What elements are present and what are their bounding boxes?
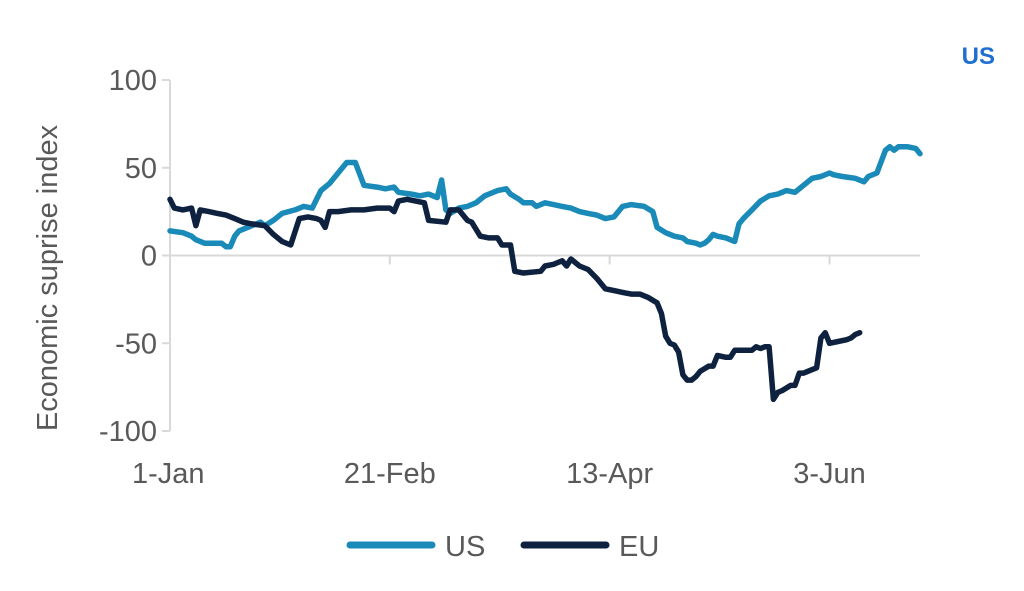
y-tick-label: 0 — [141, 241, 157, 273]
y-tick-label: -100 — [99, 416, 157, 448]
plot-lines — [167, 143, 923, 403]
y-axis-title: Economic suprise index — [32, 124, 64, 431]
x-tick-label: 21-Feb — [344, 458, 436, 490]
legend-label-eu: EU — [619, 531, 659, 563]
y-tick-label: 50 — [125, 153, 157, 185]
y-tick-label: -50 — [115, 328, 157, 360]
legend-label-us: US — [445, 531, 485, 563]
x-tick-label: 3-Jun — [793, 458, 866, 490]
y-tick-label: 100 — [109, 65, 157, 97]
axes — [162, 79, 920, 432]
x-tick-labels: 1-Jan 21-Feb 13-Apr 3-Jun — [132, 458, 866, 490]
y-tick-labels: 100 50 0 -50 -100 — [99, 65, 157, 448]
legend: US EU — [346, 531, 659, 563]
series-line-eu — [167, 196, 863, 403]
series-line-us — [167, 143, 923, 250]
corner-tag: US — [962, 43, 995, 70]
x-tick-label: 1-Jan — [132, 458, 205, 490]
x-tick-label: 13-Apr — [566, 458, 653, 490]
